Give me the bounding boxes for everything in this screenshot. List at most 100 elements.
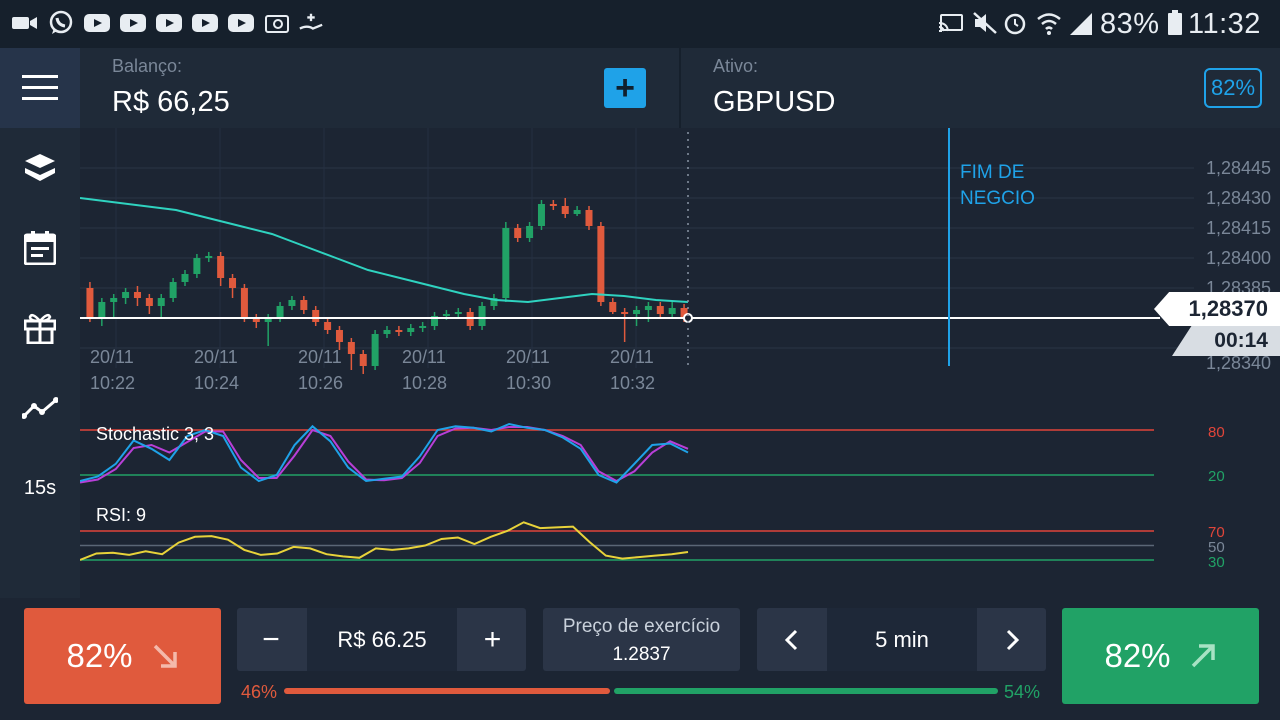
youtube-icon <box>84 12 110 34</box>
candle-body <box>442 314 450 316</box>
candle-body <box>193 258 201 274</box>
rsi-label: RSI: 9 <box>96 505 147 525</box>
x-tick-label: 10:28 <box>402 373 447 393</box>
candle-body <box>597 226 605 302</box>
candle-body <box>300 300 308 310</box>
expiry-next-button[interactable] <box>979 608 1046 671</box>
candle-body <box>98 302 106 318</box>
sidebar-item-timeframe[interactable]: 15s <box>0 463 80 513</box>
candle-body <box>502 228 510 298</box>
sidebar-item-indicators[interactable] <box>0 383 80 433</box>
candle-body <box>252 318 260 322</box>
sidebar-item-calendar[interactable] <box>0 223 80 273</box>
arrow-down-right-icon <box>153 644 177 668</box>
sidebar-item-gifts[interactable] <box>0 303 80 353</box>
x-tick-label: 10:26 <box>298 373 343 393</box>
menu-button[interactable] <box>0 48 80 128</box>
youtube-icon <box>120 12 146 34</box>
current-price: 1,28370 <box>1154 292 1280 326</box>
x-tick-label: 20/11 <box>90 347 134 367</box>
rsi-level-label: 30 <box>1208 554 1225 571</box>
youtube-icon <box>192 12 218 34</box>
youtube-icon <box>156 12 182 34</box>
candle-body <box>335 330 343 342</box>
candle-body <box>205 256 213 258</box>
candle-body <box>656 306 664 314</box>
chevron-left-icon <box>784 629 798 650</box>
expiry-selector: 5 min <box>757 608 1046 671</box>
x-tick-label: 10:30 <box>506 373 551 393</box>
candle-body <box>145 298 153 306</box>
candle-body <box>157 298 165 306</box>
candle-body <box>644 306 652 310</box>
payout-badge: 82% <box>1204 68 1262 108</box>
sentiment-bar-call <box>614 688 998 694</box>
candle-body <box>407 328 415 332</box>
candle-body <box>359 354 367 366</box>
candle-body <box>490 298 498 306</box>
email-icon <box>264 12 290 34</box>
video-icon <box>12 12 38 34</box>
chevron-right-icon <box>1006 629 1019 650</box>
candle-body <box>514 228 522 238</box>
expiry-label: FIM DE <box>960 162 1024 183</box>
signal-icon <box>1068 12 1094 35</box>
candle-body <box>371 334 379 366</box>
candle-body <box>668 308 676 314</box>
amount-input[interactable]: R$ 66.25 <box>307 608 457 671</box>
alarm-icon <box>1002 12 1028 35</box>
expiry-previous-button[interactable] <box>757 608 825 671</box>
sentiment-bar-put <box>284 688 610 694</box>
put-payout: 82% <box>66 637 133 674</box>
candle-body <box>431 316 439 326</box>
candle-body <box>288 300 296 306</box>
candle-body <box>478 306 486 326</box>
candle-body <box>621 312 629 314</box>
candle-body <box>324 322 332 330</box>
x-tick-label: 20/11 <box>298 347 342 367</box>
rsi-line <box>80 521 689 561</box>
candle-body <box>454 312 462 314</box>
gift-icon <box>24 313 56 344</box>
battery-percent: 83% <box>1100 8 1160 40</box>
amount-stepper: − R$ 66.25 + <box>237 608 526 671</box>
mute-icon <box>972 12 998 34</box>
price-chart[interactable]: 1,284451,284301,284151,284001,283851,283… <box>80 128 1280 598</box>
strike-label: Preço de exercício <box>562 616 721 637</box>
y-tick-label: 1,28445 <box>1206 158 1271 178</box>
deposit-button[interactable]: + <box>604 68 646 108</box>
trade-panel: 82% − R$ 66.25 + Preço de exercício 1.28… <box>0 598 1280 720</box>
asset-selector[interactable]: GBPUSD <box>713 86 836 118</box>
balance-value[interactable]: R$ 66,25 <box>112 86 230 118</box>
candle-body <box>229 278 237 288</box>
candle-body <box>122 292 130 298</box>
chart-area[interactable]: 1,28445 1,28430 1,28415 1,28400 1,28385 1,283… <box>80 128 1280 598</box>
stochastic-k-line <box>80 422 689 484</box>
candle-body <box>395 330 403 332</box>
candle-body <box>419 326 427 328</box>
candle-body <box>312 310 320 322</box>
strike-price-box[interactable]: Preço de exercício 1.2837 <box>543 608 740 671</box>
balance-label: Balanço: <box>112 56 183 76</box>
sidebar-item-trades[interactable] <box>0 143 80 193</box>
candle-body <box>573 210 581 214</box>
candle-body <box>276 306 284 318</box>
x-tick-label: 20/11 <box>194 347 238 367</box>
app-header: Balanço: R$ 66,25 + Ativo: GBPUSD 82% <box>0 48 1280 128</box>
y-tick-label: 1,28415 <box>1206 218 1271 238</box>
timeframe-label: 15s <box>23 476 57 499</box>
trend-line-icon <box>22 397 58 419</box>
sidebar: 15s <box>0 128 80 598</box>
amount-decrease-button[interactable]: − <box>262 622 280 656</box>
wifi-icon <box>1036 12 1062 35</box>
rsi-level-label: 50 <box>1208 539 1225 556</box>
stoch-level-label: 80 <box>1208 424 1225 441</box>
candle-body <box>537 204 545 226</box>
calendar-icon <box>24 231 56 265</box>
call-button[interactable]: 82% <box>1062 608 1259 704</box>
candle-body <box>561 206 569 214</box>
expiry-value[interactable]: 5 min <box>827 608 977 671</box>
cast-icon <box>938 12 964 34</box>
amount-increase-button[interactable]: + <box>483 622 502 656</box>
put-button[interactable]: 82% <box>24 608 221 704</box>
